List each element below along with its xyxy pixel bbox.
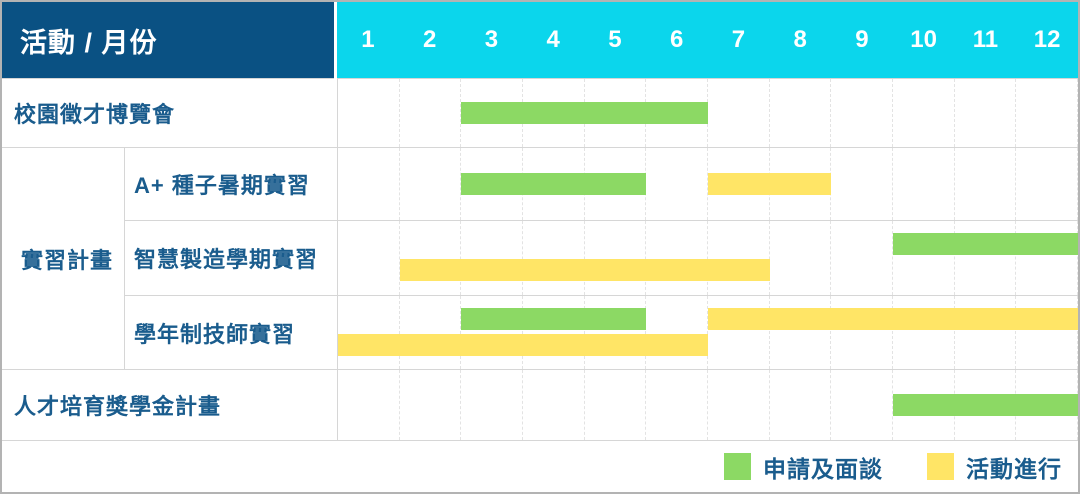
month-cell [461,370,524,440]
row-label-aplus-seed-summer-internship: A+ 種子暑期實習 [125,148,337,221]
month-label-1: 1 [361,26,375,53]
row-label-text: A+ 種子暑期實習 [134,173,310,198]
gantt-bar-yellow [338,333,708,356]
month-cell [523,370,585,440]
legend-item-application-interview: 申請及面談 [724,450,883,484]
month-cell [955,79,1017,147]
month-cell [646,148,709,220]
month-cell [955,296,1017,369]
month-cell [338,79,400,147]
month-cell [708,221,770,295]
month-cell [831,370,894,440]
month-cell [708,79,770,147]
row-label-talent-scholarship-program: 人才培育獎學金計畫 [2,370,337,441]
legend-swatch-green [724,453,751,480]
month-header: 1 2 3 4 5 6 7 8 9 10 11 12 [337,2,1078,79]
month-label-8: 8 [793,26,807,53]
month-cell [338,221,400,295]
gantt-bar-green [893,394,1078,416]
month-cell [646,370,709,440]
month-label-12: 12 [1033,26,1061,53]
month-label-6: 6 [669,26,684,53]
bar-row-talent-scholarship-program [337,370,1079,441]
month-cell [1016,79,1079,147]
month-cell [831,221,894,295]
month-cell [893,296,955,369]
row-label-smart-manufacturing-semester-internship: 智慧製造學期實習 [125,221,337,296]
month-cell [400,148,462,220]
month-cell [893,148,955,220]
corner-header: 活動 / 月份 [2,2,334,79]
month-label-11: 11 [972,26,999,53]
gantt-bar-yellow [708,173,832,195]
gantt-bar-green [893,232,1078,255]
month-cell [585,370,647,440]
month-cell [1016,296,1079,369]
month-cell [770,370,832,440]
month-label-5: 5 [608,26,622,53]
row-label-text: 學年制技師實習 [134,321,296,347]
month-cell [646,296,709,369]
legend-swatch-yellow [927,453,954,480]
legend-label: 申請及面談 [763,455,883,482]
group-label-text: 實習計畫 [21,247,114,273]
month-label-10: 10 [910,26,937,53]
legend-item-activity-ongoing: 活動進行 [927,450,1062,484]
month-cell [770,296,832,369]
month-cell [461,296,524,369]
row-label-text: 人才培育獎學金計畫 [14,394,222,419]
month-cell [708,370,770,440]
month-cell [955,148,1017,220]
month-cell [893,221,955,295]
bar-row-aplus-seed-summer-internship [337,148,1079,221]
month-cell [955,221,1017,295]
month-cell [523,221,585,295]
month-cell [338,370,400,440]
month-cell [523,296,585,369]
month-cell [338,296,400,369]
month-cell [770,221,832,295]
month-cell [708,296,770,369]
month-cell [338,148,400,220]
month-cell [585,296,647,369]
legend: 申請及面談 活動進行 [2,441,1078,492]
row-label-academic-year-technician-internship: 學年制技師實習 [125,296,337,370]
row-label-campus-recruitment-fair: 校園徵才博覽會 [2,79,337,148]
month-cell [400,79,462,147]
gantt-bar-green [461,307,647,330]
legend-label: 活動進行 [966,455,1062,482]
month-cell [831,79,894,147]
month-cell [585,221,647,295]
month-label-2: 2 [422,26,437,53]
month-cell [400,221,462,295]
group-label-internship-program: 實習計畫 [2,148,125,370]
corner-header-label: 活動 / 月份 [20,27,158,58]
month-label-7: 7 [731,26,746,53]
bar-row-smart-manufacturing-semester-internship [337,221,1079,296]
month-label-9: 9 [855,26,869,53]
month-label-4: 4 [546,26,560,53]
month-label-3: 3 [484,26,499,53]
month-cell [400,370,462,440]
month-cell [461,221,524,295]
row-label-text: 校園徵才博覽會 [14,102,176,127]
gantt-bar-green [461,173,647,195]
month-cell [1016,148,1079,220]
bar-row-campus-recruitment-fair [337,79,1079,148]
gantt-bar-yellow [399,258,770,281]
month-cell [400,296,462,369]
gantt-bar-green [461,102,708,124]
month-cell [770,79,832,147]
bar-row-academic-year-technician-internship [337,296,1079,370]
month-cell [1016,221,1079,295]
gantt-bar-yellow [708,307,1078,330]
month-cell [893,79,955,147]
month-cell [646,221,709,295]
month-cell [831,148,894,220]
row-label-text: 智慧製造學期實習 [134,247,319,272]
month-cell [831,296,894,369]
